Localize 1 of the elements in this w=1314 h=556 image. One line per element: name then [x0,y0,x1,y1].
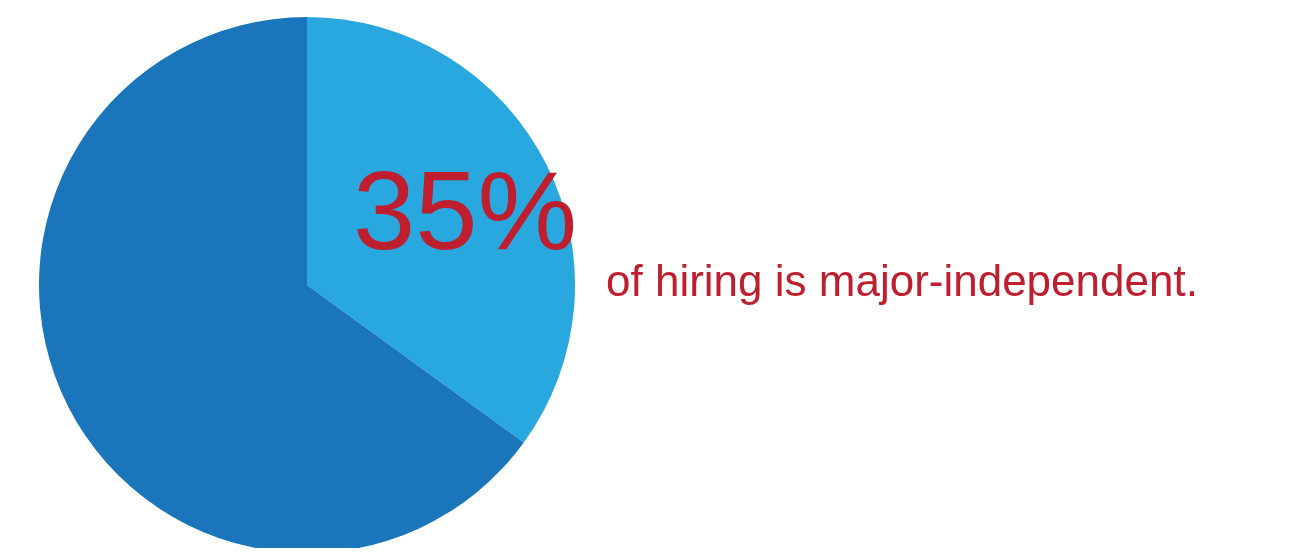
text: of hiring is major-independent. [606,255,1198,305]
